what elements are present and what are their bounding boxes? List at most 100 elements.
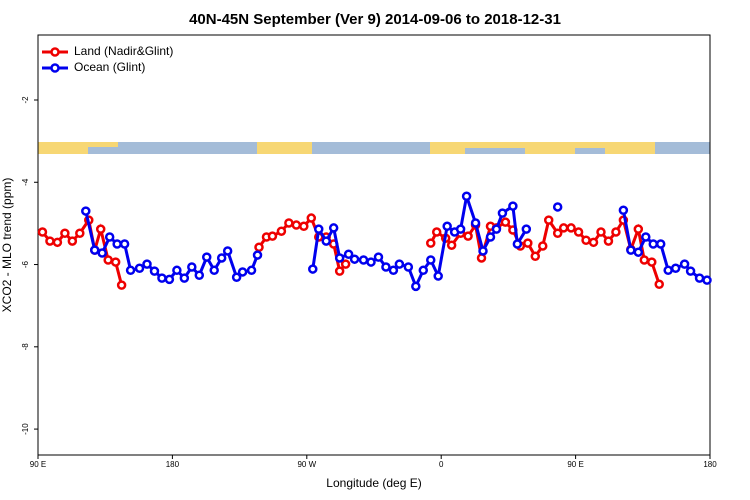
x-tick-label: 180 <box>166 460 180 469</box>
data-point <box>523 238 533 248</box>
data-point <box>222 246 233 256</box>
data-point <box>655 239 666 249</box>
data-point <box>334 253 345 263</box>
x-tick-label: 0 <box>439 460 444 469</box>
data-point <box>411 281 421 292</box>
chart-title: 40N-45N September (Ver 9) 2014-09-06 to … <box>189 11 561 28</box>
data-point <box>679 259 690 269</box>
data-point <box>633 224 644 234</box>
data-point <box>641 232 651 242</box>
data-point <box>149 266 160 276</box>
data-point <box>97 248 107 258</box>
data-point <box>418 265 429 276</box>
data-point <box>252 250 263 260</box>
data-point <box>95 224 106 234</box>
plot-frame <box>37 34 711 456</box>
data-point <box>89 245 100 255</box>
data-point <box>366 257 376 267</box>
y-tick-label: -6 <box>21 260 30 268</box>
data-point <box>142 259 152 269</box>
y-tick-label: -2 <box>21 96 30 104</box>
data-point <box>647 257 657 267</box>
data-point <box>573 227 584 237</box>
data-point <box>611 227 621 237</box>
data-point <box>446 240 457 250</box>
data-point <box>552 228 563 239</box>
legend-label: Land (Nadir&Glint) <box>74 44 173 58</box>
data-point <box>508 201 518 211</box>
data-point <box>254 242 264 253</box>
x-tick-label: 90 E <box>30 460 46 469</box>
data-point <box>530 251 541 262</box>
data-point <box>201 252 212 262</box>
data-point <box>588 237 599 248</box>
data-point <box>491 224 502 234</box>
data-point <box>633 247 644 257</box>
data-point <box>116 280 127 290</box>
data-point <box>543 215 554 225</box>
data-point <box>648 239 659 249</box>
data-point <box>373 252 384 262</box>
data-point <box>425 255 436 265</box>
data-point <box>521 224 532 234</box>
data-point <box>537 241 548 251</box>
data-point <box>581 235 591 246</box>
data-point <box>110 257 121 267</box>
data-point <box>103 255 113 265</box>
y-tick-label: -8 <box>21 343 30 351</box>
data-point <box>37 227 48 237</box>
data-point <box>381 262 391 272</box>
data-point <box>237 267 248 277</box>
y-tick-label: -10 <box>21 423 30 435</box>
data-point <box>478 246 488 256</box>
data-point <box>216 253 227 263</box>
data-point <box>485 232 496 242</box>
data-point <box>552 202 563 212</box>
data-point <box>558 223 569 233</box>
legend-marker <box>50 63 60 73</box>
x-tick-label: 180 <box>703 460 717 469</box>
data-point <box>194 270 205 280</box>
data-point <box>187 262 197 272</box>
data-point <box>75 228 85 239</box>
data-point <box>60 228 70 239</box>
data-point <box>321 236 331 246</box>
data-point <box>246 265 257 276</box>
data-point <box>267 231 278 241</box>
data-point <box>388 265 399 276</box>
data-point <box>433 271 443 281</box>
data-point <box>663 265 673 276</box>
data-point <box>112 239 122 249</box>
legend-marker <box>50 47 60 57</box>
data-point <box>328 223 339 233</box>
data-point <box>231 272 242 283</box>
data-point <box>172 265 182 276</box>
data-point <box>394 259 405 269</box>
data-point <box>119 239 130 249</box>
data-point <box>702 275 712 285</box>
y-axis-label: XCO2 - MLO trend (ppm) <box>0 178 14 313</box>
data-point <box>425 238 436 248</box>
data-point <box>313 224 324 234</box>
data-point <box>685 266 696 276</box>
data-point <box>306 213 317 223</box>
data-point <box>654 279 664 290</box>
data-point <box>179 273 190 283</box>
data-point <box>639 255 650 265</box>
data-point <box>343 249 354 260</box>
data-point <box>512 239 523 249</box>
data-point <box>626 245 636 255</box>
data-point <box>284 218 294 228</box>
data-point <box>81 206 91 216</box>
data-point <box>334 266 345 276</box>
data-point <box>442 221 452 232</box>
data-point <box>291 220 302 230</box>
data-point <box>299 221 309 232</box>
data-point <box>104 232 115 242</box>
data-point <box>500 217 511 227</box>
data-point <box>157 273 167 283</box>
data-point <box>134 263 145 273</box>
data-point <box>461 191 472 202</box>
data-point <box>670 263 681 273</box>
